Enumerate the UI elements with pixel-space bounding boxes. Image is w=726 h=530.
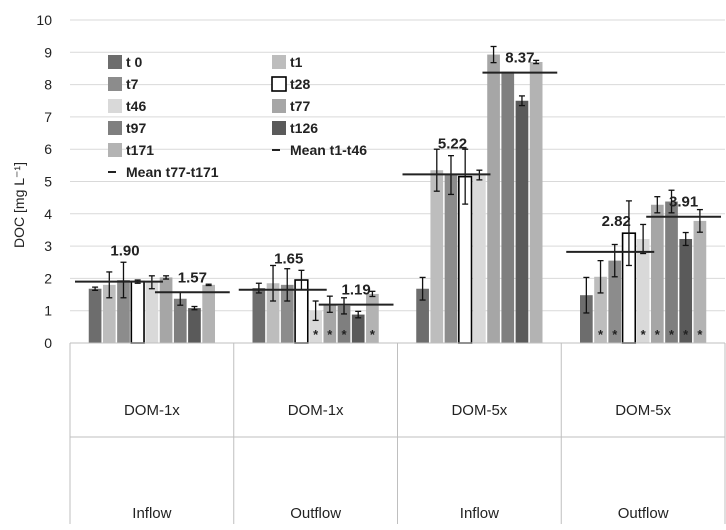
category-label-line2: Inflow xyxy=(132,505,171,522)
bar xyxy=(88,288,102,343)
legend-swatch xyxy=(108,143,122,157)
bar xyxy=(594,276,607,343)
significance-asterisk: * xyxy=(341,327,347,342)
significance-asterisk: * xyxy=(669,327,675,342)
bar xyxy=(473,175,486,343)
bar xyxy=(444,175,458,343)
mean-lines: 1.90 1.57 1.65 1.19 5.22 8.37 2.82 3.91 xyxy=(75,50,721,306)
bar xyxy=(188,308,201,343)
category-label-line1: DOM-1x xyxy=(124,402,180,419)
significance-asterisk: * xyxy=(641,327,647,342)
bar xyxy=(117,280,130,343)
bar xyxy=(679,238,693,343)
legend-label: t126 xyxy=(290,120,318,136)
legend-label: Mean t77-t171 xyxy=(126,164,219,180)
mean-label-t1-t46: 1.65 xyxy=(274,251,303,268)
bar xyxy=(309,310,322,343)
legend-swatch xyxy=(271,76,287,92)
bar xyxy=(102,284,116,343)
y-tick-label: 2 xyxy=(44,270,52,286)
bar xyxy=(608,260,622,343)
bar xyxy=(159,277,173,343)
bar xyxy=(280,284,294,343)
legend-swatch xyxy=(108,77,122,91)
y-tick-label: 6 xyxy=(44,141,52,157)
legend-label: t 0 xyxy=(126,54,143,70)
bar xyxy=(323,304,337,343)
category-label-line1: DOM-5x xyxy=(615,402,671,419)
bar xyxy=(580,295,593,343)
legend: t 0 t1 t7 t28 t46 t77 t97 t126 t171 Mean t1-t46 Me… xyxy=(108,54,367,180)
legend-label: Mean t1-t46 xyxy=(290,142,367,158)
bar xyxy=(173,298,187,343)
category-label-line2: Outflow xyxy=(618,505,669,522)
legend-label: t28 xyxy=(290,76,310,92)
legend-swatch xyxy=(272,121,286,135)
bar xyxy=(145,282,159,343)
mean-label-t77-t171: 1.57 xyxy=(178,269,207,286)
category-label-line1: DOM-5x xyxy=(451,402,507,419)
gridlines xyxy=(70,19,725,312)
y-tick-label: 8 xyxy=(44,77,52,93)
bar xyxy=(650,204,664,343)
y-tick-label: 5 xyxy=(44,174,52,190)
legend-label: t77 xyxy=(290,98,310,114)
category-label-line1: DOM-1x xyxy=(288,402,344,419)
legend-label: t7 xyxy=(126,76,139,92)
significance-asterisk: * xyxy=(370,327,376,342)
legend-swatch xyxy=(272,55,286,69)
significance-asterisk: * xyxy=(697,327,703,342)
y-tick-label: 3 xyxy=(44,238,52,254)
mean-label-t77-t171: 1.19 xyxy=(342,282,371,299)
y-tick-label: 7 xyxy=(44,109,52,125)
legend-label: t1 xyxy=(290,54,303,70)
mean-label-t77-t171: 3.91 xyxy=(669,194,698,211)
legend-label: t171 xyxy=(126,142,154,158)
axes: 0 1 2 3 4 5 6 7 8 9 10 DOM-1x Inflow DOM-1x Outflow DOM… xyxy=(36,12,726,524)
significance-asterisk: * xyxy=(327,327,333,342)
y-tick-label: 9 xyxy=(44,44,52,60)
bar xyxy=(501,71,515,344)
bar xyxy=(430,170,444,343)
mean-label-t1-t46: 5.22 xyxy=(438,135,467,152)
mean-label-t77-t171: 8.37 xyxy=(505,50,534,67)
significance-asterisk: * xyxy=(655,327,661,342)
bar xyxy=(515,100,529,343)
category-label-line2: Inflow xyxy=(460,505,499,522)
bar xyxy=(351,314,365,343)
bar xyxy=(487,54,500,343)
bars: * * * * * * * * * * * xyxy=(88,45,707,344)
legend-swatch xyxy=(108,55,122,69)
mean-label-t1-t46: 2.82 xyxy=(602,213,631,230)
significance-asterisk: * xyxy=(313,327,319,342)
legend-swatch xyxy=(272,99,286,113)
significance-asterisk: * xyxy=(612,327,618,342)
bar xyxy=(130,280,145,344)
y-tick-label: 4 xyxy=(44,206,52,222)
y-tick-label: 0 xyxy=(44,335,52,351)
legend-label: t97 xyxy=(126,120,146,136)
bar xyxy=(693,220,707,343)
y-axis-title: DOC [mg L⁻¹] xyxy=(11,162,27,248)
legend-swatch xyxy=(108,99,122,113)
legend-swatch xyxy=(108,121,122,135)
category-label-line2: Outflow xyxy=(290,505,341,522)
legend-label: t46 xyxy=(126,98,146,114)
significance-asterisk: * xyxy=(683,327,689,342)
bar xyxy=(665,201,678,343)
bar xyxy=(636,238,650,343)
bar xyxy=(337,305,351,343)
bar xyxy=(416,288,429,343)
significance-asterisk: * xyxy=(598,327,604,342)
mean-label-t1-t46: 1.90 xyxy=(110,243,139,260)
y-tick-label: 1 xyxy=(44,303,52,319)
bar xyxy=(202,284,215,343)
y-tick-label: 10 xyxy=(36,12,52,28)
bar xyxy=(266,283,280,343)
bar xyxy=(529,61,543,344)
bar xyxy=(252,288,266,343)
bar xyxy=(366,293,379,343)
